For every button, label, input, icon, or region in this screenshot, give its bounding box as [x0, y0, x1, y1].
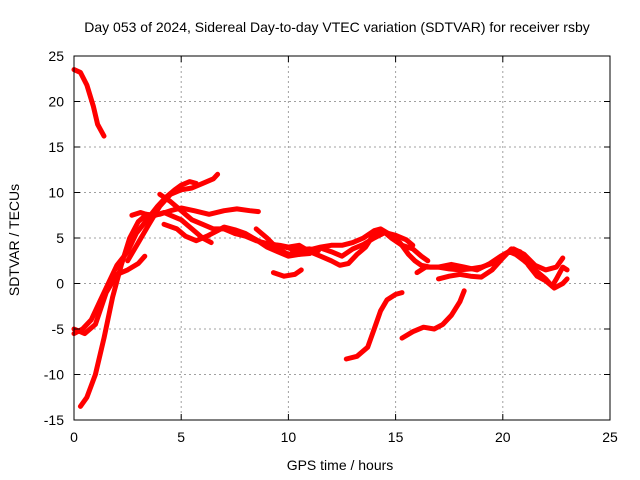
x-tick-label: 25 [602, 429, 618, 445]
series-arc-15 [414, 246, 566, 276]
y-tick-label: -10 [44, 367, 64, 383]
series-arc-1 [71, 67, 107, 139]
axis-ticks [73, 55, 611, 421]
x-tick-label: 10 [281, 429, 297, 445]
series-layer [71, 67, 570, 409]
series-arc-6 [129, 205, 261, 218]
grid [74, 56, 610, 420]
chart-title: Day 053 of 2024, Sidereal Day-to-day VTE… [84, 19, 590, 35]
x-tick-label: 5 [177, 429, 185, 445]
y-tick-label: 5 [56, 230, 64, 246]
y-tick-label: 25 [48, 48, 64, 64]
tick-labels: 0 5 10 15 20 25 -15 -10 -5 0 5 10 15 20 25 [44, 48, 618, 445]
series-arc-17 [399, 288, 467, 341]
y-tick-label: -15 [44, 412, 64, 428]
series-arc-16 [343, 290, 405, 362]
series-arc-3 [77, 210, 214, 409]
y-tick-label: 10 [48, 185, 64, 201]
series-arc-2 [71, 179, 199, 337]
series-arc-13 [232, 231, 321, 254]
y-tick-label: 15 [48, 139, 64, 155]
series-arc-5 [125, 171, 221, 264]
series-arc-10 [270, 267, 304, 279]
series-arc-4 [71, 253, 148, 337]
x-tick-label: 15 [388, 429, 404, 445]
x-tick-label: 0 [70, 429, 78, 445]
y-tick-label: 20 [48, 94, 64, 110]
y-axis-label: SDTVAR / TECUs [6, 184, 22, 296]
y-tick-label: 0 [56, 276, 64, 292]
x-axis-label: GPS time / hours [287, 457, 394, 473]
y-tick-label: -5 [52, 321, 65, 337]
x-tick-label: 20 [495, 429, 511, 445]
